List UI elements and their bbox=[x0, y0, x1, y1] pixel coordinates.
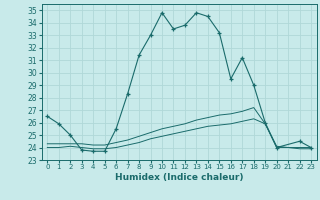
X-axis label: Humidex (Indice chaleur): Humidex (Indice chaleur) bbox=[115, 173, 244, 182]
